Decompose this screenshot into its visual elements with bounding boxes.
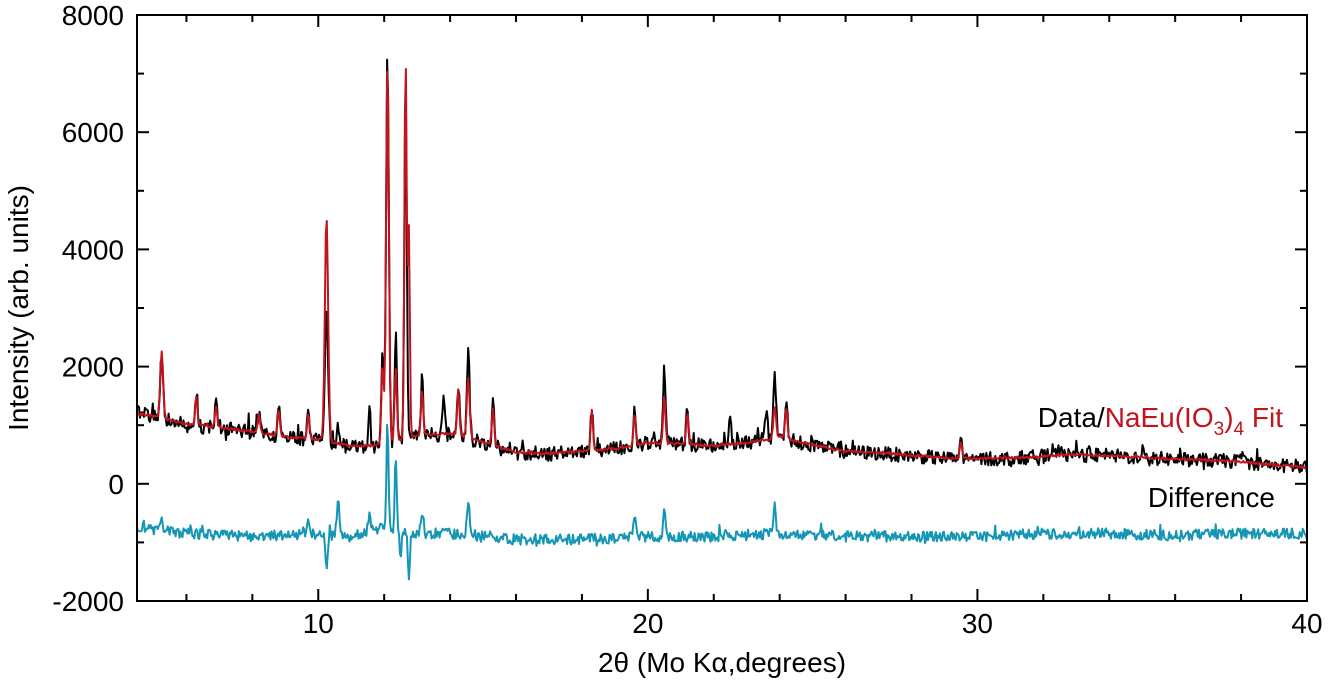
legend-fit-suffix: Fit — [1244, 402, 1283, 433]
series-layer — [137, 58, 1307, 581]
tick-labels: 10 20 30 40 -2000 0 2000 4000 6000 8000 — [52, 0, 1322, 639]
y-tick-label: 0 — [108, 469, 124, 500]
y-tick-label: 4000 — [62, 234, 124, 265]
x-tick-label: 30 — [962, 608, 993, 639]
legend-difference: Difference — [1148, 482, 1275, 513]
x-tick-label: 10 — [303, 608, 334, 639]
legend-fit-subscript-2: 4 — [1234, 419, 1245, 440]
y-axis-title: Intensity (arb. units) — [3, 185, 34, 431]
series-data — [137, 58, 1307, 474]
legend-data-label: Data/ — [1038, 402, 1105, 433]
series-difference — [137, 423, 1307, 581]
x-axis-title: 2θ (Mo Kα,degrees) — [598, 647, 846, 678]
ticks-layer — [137, 14, 1308, 602]
legend-fit-close: ) — [1224, 402, 1233, 433]
y-tick-label: 8000 — [62, 0, 124, 31]
legend-data-fit: Data/NaEu(IO3)4 Fit — [1038, 402, 1283, 440]
y-tick-label: -2000 — [52, 586, 124, 617]
series-naeu-io3-4-fit — [137, 68, 1307, 470]
y-tick-label: 2000 — [62, 352, 124, 383]
legend-fit-subscript-1: 3 — [1214, 419, 1225, 440]
legend-fit-label: NaEu(IO — [1105, 402, 1214, 433]
plot-frame — [136, 14, 1308, 602]
y-tick-label: 6000 — [62, 117, 124, 148]
x-tick-label: 20 — [632, 608, 663, 639]
x-tick-label: 40 — [1291, 608, 1322, 639]
